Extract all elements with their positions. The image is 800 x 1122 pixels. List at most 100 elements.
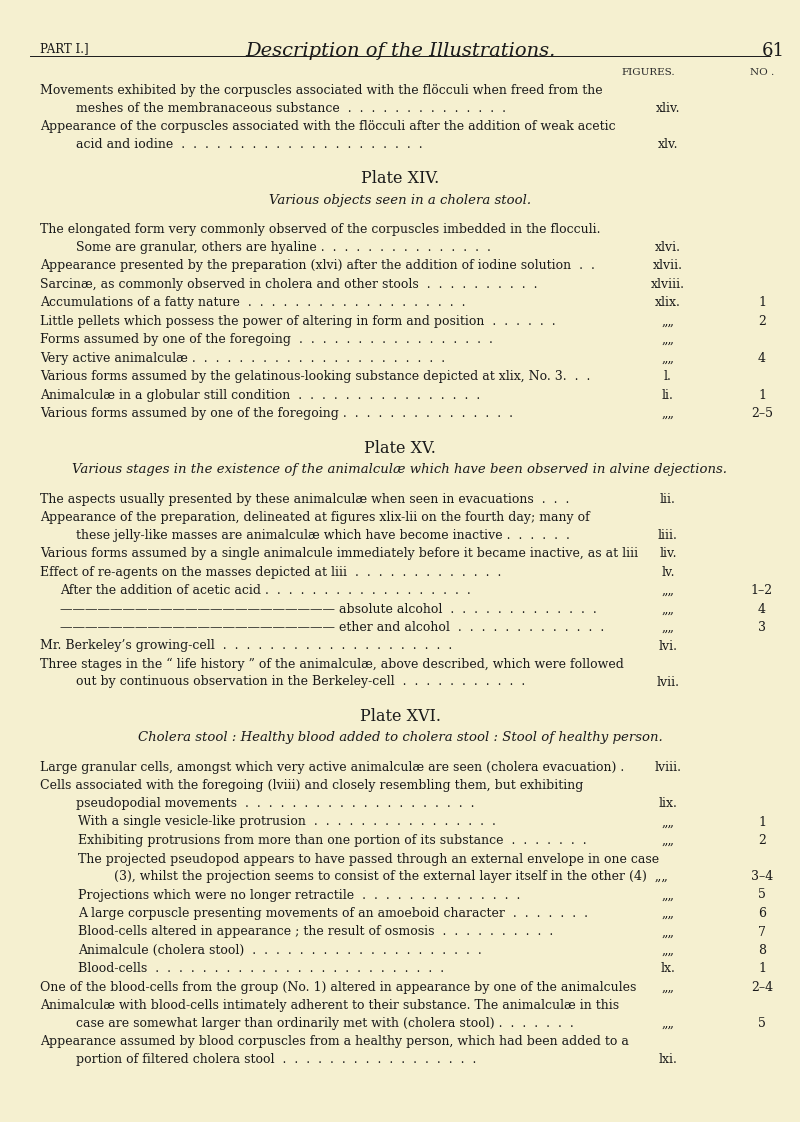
Text: 2–4: 2–4 [751,981,773,994]
Text: Description of the Illustrations.: Description of the Illustrations. [245,42,555,59]
Text: 8: 8 [758,944,766,957]
Text: Sarcinæ, as commonly observed in cholera and other stools  .  .  .  .  .  .  .  : Sarcinæ, as commonly observed in cholera… [40,277,538,291]
Text: Appearance presented by the preparation (xlvi) after the addition of iodine solu: Appearance presented by the preparation … [40,259,595,272]
Text: xlix.: xlix. [655,296,681,309]
Text: Animalcule (cholera stool)  .  .  .  .  .  .  .  .  .  .  .  .  .  .  .  .  .  .: Animalcule (cholera stool) . . . . . . .… [78,944,482,957]
Text: 2–5: 2–5 [751,407,773,420]
Text: Various forms assumed by the gelatinous-looking substance depicted at xlix, No. : Various forms assumed by the gelatinous-… [40,370,590,383]
Text: liii.: liii. [658,528,678,542]
Text: „„: „„ [662,816,674,828]
Text: „„: „„ [662,583,674,597]
Text: Various forms assumed by a single animalcule immediately before it became inacti: Various forms assumed by a single animal… [40,548,638,560]
Text: l.: l. [664,370,672,383]
Text: xlvii.: xlvii. [653,259,683,272]
Text: Mr. Berkeley’s growing-cell  .  .  .  .  .  .  .  .  .  .  .  .  .  .  .  .  .  : Mr. Berkeley’s growing-cell . . . . . . … [40,640,452,653]
Text: After the addition of acetic acid .  .  .  .  .  .  .  .  .  .  .  .  .  .  .  .: After the addition of acetic acid . . . … [60,583,470,597]
Text: The elongated form very commonly observed of the corpuscles imbedded in the floc: The elongated form very commonly observe… [40,223,601,236]
Text: Movements exhibited by the corpuscles associated with the flöcculi when freed fr: Movements exhibited by the corpuscles as… [40,84,602,96]
Text: Forms assumed by one of the foregoing  .  .  .  .  .  .  .  .  .  .  .  .  .  . : Forms assumed by one of the foregoing . … [40,333,493,346]
Text: 5: 5 [758,1017,766,1030]
Text: Appearance of the corpuscles associated with the flöcculi after the addition of : Appearance of the corpuscles associated … [40,120,616,134]
Text: 4: 4 [758,603,766,616]
Text: lviii.: lviii. [654,761,682,774]
Text: pseudopodial movements  .  .  .  .  .  .  .  .  .  .  .  .  .  .  .  .  .  .  . : pseudopodial movements . . . . . . . . .… [60,797,474,810]
Text: —————————————————————— ether and alcohol  .  .  .  .  .  .  .  .  .  .  .  .  .: —————————————————————— ether and alcohol… [60,620,604,634]
Text: With a single vesicle-like protrusion  .  .  .  .  .  .  .  .  .  .  .  .  .  . : With a single vesicle-like protrusion . … [78,816,496,828]
Text: li.: li. [662,388,674,402]
Text: acid and iodine  .  .  .  .  .  .  .  .  .  .  .  .  .  .  .  .  .  .  .  .  .: acid and iodine . . . . . . . . . . . . … [60,138,422,150]
Text: „„: „„ [662,603,674,616]
Text: Animalculæ with blood-cells intimately adherent to their substance. The animalcu: Animalculæ with blood-cells intimately a… [40,1000,619,1012]
Text: lix.: lix. [658,797,678,810]
Text: 2: 2 [758,314,766,328]
Text: Exhibiting protrusions from more than one portion of its substance  .  .  .  .  : Exhibiting protrusions from more than on… [78,834,586,847]
Text: 1: 1 [758,388,766,402]
Text: One of the blood-cells from the group (No. 1) altered in appearance by one of th: One of the blood-cells from the group (N… [40,981,636,994]
Text: „„: „„ [662,314,674,328]
Text: lvi.: lvi. [658,640,678,653]
Text: 7: 7 [758,926,766,938]
Text: liv.: liv. [659,548,677,560]
Text: Blood-cells altered in appearance ; the result of osmosis  .  .  .  .  .  .  .  : Blood-cells altered in appearance ; the … [78,926,554,938]
Text: 4: 4 [758,351,766,365]
Text: Accumulations of a fatty nature  .  .  .  .  .  .  .  .  .  .  .  .  .  .  .  . : Accumulations of a fatty nature . . . . … [40,296,466,309]
Text: lx.: lx. [661,963,675,975]
Text: The aspects usually presented by these animalculæ when seen in evacuations  .  .: The aspects usually presented by these a… [40,493,570,506]
Text: 1: 1 [758,963,766,975]
Text: FIGURES.: FIGURES. [621,68,675,77]
Text: Some are granular, others are hyaline .  .  .  .  .  .  .  .  .  .  .  .  .  .  : Some are granular, others are hyaline . … [60,240,491,254]
Text: 2: 2 [758,834,766,847]
Text: Blood-cells  .  .  .  .  .  .  .  .  .  .  .  .  .  .  .  .  .  .  .  .  .  .  .: Blood-cells . . . . . . . . . . . . . . … [78,963,444,975]
Text: lv.: lv. [662,565,674,579]
Text: 1: 1 [758,816,766,828]
Text: Plate XIV.: Plate XIV. [361,171,439,187]
Text: 3: 3 [758,620,766,634]
Text: Various forms assumed by one of the foregoing .  .  .  .  .  .  .  .  .  .  .  .: Various forms assumed by one of the fore… [40,407,513,420]
Text: „„: „„ [662,889,674,901]
Text: NO .: NO . [750,68,774,77]
Text: Cells associated with the foregoing (lviii) and closely resembling them, but exh: Cells associated with the foregoing (lvi… [40,780,583,792]
Text: Animalculæ in a globular still condition  .  .  .  .  .  .  .  .  .  .  .  .  . : Animalculæ in a globular still condition… [40,388,480,402]
Text: Projections which were no longer retractile  .  .  .  .  .  .  .  .  .  .  .  . : Projections which were no longer retract… [78,889,520,901]
Text: 6: 6 [758,907,766,920]
Text: Cholera stool : Healthy blood added to cholera stool : Stool of healthy person.: Cholera stool : Healthy blood added to c… [138,732,662,745]
Text: Little pellets which possess the power of altering in form and position  .  .  .: Little pellets which possess the power o… [40,314,556,328]
Text: lii.: lii. [660,493,676,506]
Text: 5: 5 [758,889,766,901]
Text: xlv.: xlv. [658,138,678,150]
Text: „„: „„ [662,981,674,994]
Text: Very active animalculæ .  .  .  .  .  .  .  .  .  .  .  .  .  .  .  .  .  .  .  : Very active animalculæ . . . . . . . . .… [40,351,445,365]
Text: „„: „„ [662,333,674,346]
Text: Appearance assumed by blood corpuscles from a healthy person, which had been add: Appearance assumed by blood corpuscles f… [40,1036,629,1048]
Text: „„: „„ [662,1017,674,1030]
Text: xliv.: xliv. [656,101,680,114]
Text: (3), whilst the projection seems to consist of the external layer itself in the : (3), whilst the projection seems to cons… [98,870,668,883]
Text: Three stages in the “ life history ” of the animalculæ, above described, which w: Three stages in the “ life history ” of … [40,657,624,671]
Text: Various objects seen in a cholera stool.: Various objects seen in a cholera stool. [269,193,531,206]
Text: lxi.: lxi. [658,1054,678,1066]
Text: out by continuous observation in the Berkeley-cell  .  .  .  .  .  .  .  .  .  .: out by continuous observation in the Ber… [60,675,526,689]
Text: Various stages in the existence of the animalculæ which have been observed in al: Various stages in the existence of the a… [73,463,727,476]
Text: „„: „„ [662,834,674,847]
Text: 1–2: 1–2 [751,583,773,597]
Text: „„: „„ [662,620,674,634]
Text: Large granular cells, amongst which very active animalculæ are seen (cholera eva: Large granular cells, amongst which very… [40,761,624,774]
Text: Plate XV.: Plate XV. [364,440,436,457]
Text: „„: „„ [662,407,674,420]
Text: „„: „„ [662,351,674,365]
Text: 61: 61 [762,42,785,59]
Text: Appearance of the preparation, delineated at figures xlix-lii on the fourth day;: Appearance of the preparation, delineate… [40,511,590,524]
Text: 3–4: 3–4 [751,870,773,883]
Text: „„: „„ [662,907,674,920]
Text: The projected pseudopod appears to have passed through an external envelope in o: The projected pseudopod appears to have … [78,853,659,865]
Text: case are somewhat larger than ordinarily met with (cholera stool) .  .  .  .  . : case are somewhat larger than ordinarily… [60,1017,574,1030]
Text: these jelly-like masses are animalculæ which have become inactive .  .  .  .  . : these jelly-like masses are animalculæ w… [60,528,570,542]
Text: A large corpuscle presenting movements of an amoeboid character  .  .  .  .  .  : A large corpuscle presenting movements o… [78,907,588,920]
Text: xlviii.: xlviii. [651,277,685,291]
Text: „„: „„ [662,926,674,938]
Text: xlvi.: xlvi. [655,240,681,254]
Text: lvii.: lvii. [657,675,679,689]
Text: „„: „„ [662,944,674,957]
Text: Plate XVI.: Plate XVI. [359,708,441,725]
Text: PART I.]: PART I.] [40,42,89,55]
